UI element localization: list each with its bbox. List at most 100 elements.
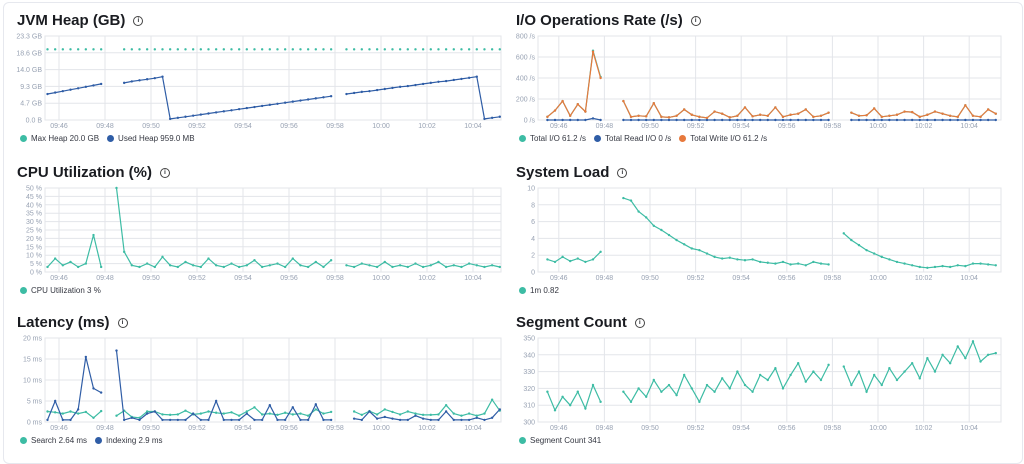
- x-tick-label: 09:50: [142, 123, 160, 130]
- series-line: [623, 197, 829, 266]
- data-point: [207, 48, 210, 51]
- data-point: [483, 48, 486, 51]
- latency-chart: 0 ms 5 ms 10 ms 15 ms 20 ms 09:46 09:48 09:50 09…: [23, 336, 502, 432]
- data-point: [214, 48, 218, 51]
- legend-label: Indexing 2.9 ms: [106, 436, 163, 445]
- series-line: [47, 410, 102, 419]
- data-point: [429, 48, 432, 51]
- legend-label: Segment Count 341: [530, 436, 602, 445]
- legend-item[interactable]: Segment Count 341: [519, 436, 601, 445]
- x-tick-label: 09:54: [234, 275, 252, 282]
- x-tick-label: 10:00: [869, 275, 887, 282]
- y-tick-label: 9.3 GB: [20, 84, 42, 91]
- y-tick-label: 10 ms: [23, 378, 43, 385]
- chart-title: Segment Count i: [516, 314, 645, 331]
- legend-item[interactable]: 1m 0.82: [519, 286, 559, 295]
- info-icon[interactable]: i: [617, 168, 628, 179]
- info-icon[interactable]: i: [690, 16, 701, 27]
- data-point: [138, 48, 141, 51]
- info-icon[interactable]: i: [117, 318, 128, 329]
- legend-dot-icon: [20, 135, 27, 142]
- title-text: I/O Operations Rate (/s): [516, 12, 683, 29]
- legend-item[interactable]: Total I/O 61.2 /s: [519, 134, 586, 143]
- dashboard-frame: [3, 2, 1023, 464]
- panel-cpu: CPU Utilization (%) i 0 % 5 % 10 % 15 % 20 % 2…: [0, 152, 505, 302]
- x-tick-label: 09:56: [280, 275, 298, 282]
- legend-item[interactable]: Total Write I/O 61.2 /s: [679, 134, 767, 143]
- data-point: [383, 48, 386, 51]
- x-tick-label: 09:52: [188, 123, 206, 130]
- x-tick-label: 10:02: [418, 123, 436, 130]
- info-icon[interactable]: i: [133, 16, 144, 27]
- y-tick-label: 8: [531, 202, 535, 209]
- info-icon[interactable]: i: [634, 318, 645, 329]
- legend-label: Search 2.64 ms: [31, 436, 88, 445]
- legend-item[interactable]: Indexing 2.9 ms: [95, 436, 163, 445]
- data-point: [352, 48, 356, 51]
- x-tick-label: 10:02: [418, 275, 436, 282]
- y-tick-label: 400 /s: [516, 76, 536, 83]
- x-tick-label: 09:52: [188, 275, 206, 282]
- data-point: [130, 48, 134, 51]
- legend-item[interactable]: CPU Utilization 3 %: [20, 286, 101, 295]
- x-tick-label: 09:58: [326, 123, 344, 130]
- x-tick-label: 09:56: [280, 425, 298, 432]
- y-tick-label: 300: [523, 420, 535, 427]
- x-tick-label: 10:04: [464, 425, 482, 432]
- y-tick-label: 15 ms: [23, 357, 43, 364]
- series-line: [843, 339, 996, 394]
- segment-count-chart: 300 310 320 330 340 350 09:46 09:48 09:50 09:52 09…: [523, 336, 1002, 432]
- x-tick-label: 10:04: [960, 275, 978, 282]
- legend-item[interactable]: Search 2.64 ms: [20, 436, 87, 445]
- plot-area: [537, 187, 1002, 273]
- series-line: [546, 383, 602, 412]
- x-tick-label: 09:52: [687, 275, 705, 282]
- x-tick-label: 09:48: [596, 275, 614, 282]
- x-tick-label: 09:58: [326, 425, 344, 432]
- x-tick-label: 10:00: [869, 123, 887, 130]
- series-line: [547, 117, 601, 121]
- legend-dot-icon: [20, 287, 27, 294]
- panel-jvm-heap: JVM Heap (GB) i 0.0 B 4.7 GB 9.3 GB 14.0 GB 1…: [0, 0, 505, 150]
- data-point: [299, 48, 302, 51]
- legend-dot-icon: [679, 135, 687, 142]
- legend-item[interactable]: Max Heap 20.0 GB: [20, 134, 99, 143]
- y-tick-label: 23.3 GB: [16, 34, 42, 41]
- panel-latency: Latency (ms) i 0 ms 5 ms 10 ms 15 ms 20 ms 09:…: [0, 302, 505, 452]
- data-point: [53, 48, 57, 51]
- x-tick-label: 09:50: [142, 425, 160, 432]
- data-point: [168, 48, 172, 51]
- data-point: [176, 48, 180, 51]
- x-tick-label: 10:02: [915, 425, 933, 432]
- x-tick-label: 09:46: [50, 425, 68, 432]
- legend-label: CPU Utilization 3 %: [31, 286, 101, 295]
- plot-area: [44, 35, 502, 121]
- series-line: [47, 234, 102, 268]
- data-point: [467, 48, 471, 51]
- x-tick-label: 09:48: [96, 275, 114, 282]
- x-tick-label: 09:54: [234, 123, 252, 130]
- y-tick-label: 10: [527, 186, 535, 193]
- data-point: [498, 48, 501, 51]
- x-tick-label: 09:50: [641, 275, 659, 282]
- io-rate-chart: 0 /s 200 /s 400 /s 600 /s 800 /s 09:46 09:48 09…: [516, 34, 1002, 130]
- data-point: [368, 48, 371, 51]
- info-icon[interactable]: i: [160, 168, 170, 179]
- legend-item[interactable]: Used Heap 959.0 MB: [107, 134, 195, 143]
- y-tick-label: 0: [531, 270, 535, 277]
- legend-label: Max Heap 20.0 GB: [31, 134, 100, 143]
- x-tick-label: 09:48: [96, 123, 114, 130]
- data-point: [260, 48, 264, 51]
- x-tick-label: 09:54: [732, 123, 750, 130]
- data-point: [283, 48, 287, 51]
- system-load-chart: 0 2 4 6 8 10 09:46 09:48 09:50 09:52 09:54 09:56 09:…: [527, 186, 1002, 282]
- legend-item[interactable]: Total Read I/O 0 /s: [594, 134, 671, 143]
- y-tick-label: 15 %: [26, 244, 42, 251]
- x-tick-label: 10:04: [464, 275, 482, 282]
- series-line: [622, 361, 830, 404]
- x-tick-label: 09:50: [641, 425, 659, 432]
- series-line: [46, 356, 102, 421]
- chart-title: System Load i: [516, 164, 628, 181]
- y-tick-label: 20 %: [26, 236, 42, 243]
- data-point: [375, 48, 379, 51]
